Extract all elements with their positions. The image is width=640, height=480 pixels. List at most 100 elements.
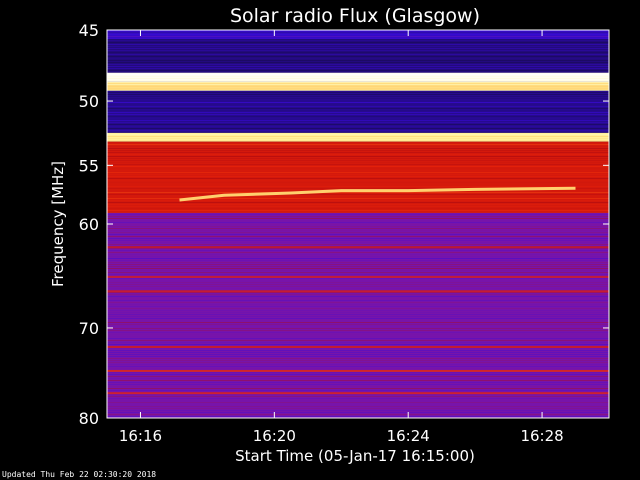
noise-row — [107, 306, 609, 307]
noise-row — [107, 158, 609, 159]
noise-row — [107, 94, 609, 95]
noise-row — [107, 124, 609, 125]
noise-row — [107, 174, 609, 175]
noise-row — [107, 214, 609, 215]
noise-row — [107, 406, 609, 407]
noise-row — [107, 380, 609, 381]
noise-row — [107, 238, 609, 239]
noise-row — [107, 212, 609, 213]
x-axis: 16:16 16:20 16:24 16:28 — [119, 30, 564, 445]
noise-row — [107, 266, 609, 267]
x-tick-label: 16:20 — [253, 427, 296, 445]
noise-row — [107, 416, 609, 417]
noise-row — [107, 48, 609, 49]
noise-row — [107, 244, 609, 245]
noise-row — [107, 112, 609, 113]
noise-row — [107, 368, 609, 369]
noise-row — [107, 292, 609, 293]
noise-row — [107, 92, 609, 93]
noise-row — [107, 230, 609, 231]
x-tick-label: 16:16 — [119, 427, 162, 445]
noise-row — [107, 378, 609, 379]
noise-row — [107, 132, 609, 133]
noise-row — [107, 362, 609, 363]
noise-row — [107, 294, 609, 295]
noise-row — [107, 138, 609, 139]
noise-row — [107, 38, 609, 39]
y-tick-label: 80 — [79, 409, 99, 428]
noise-row — [107, 168, 609, 169]
noise-row — [107, 364, 609, 365]
noise-row — [107, 60, 609, 61]
noise-row — [107, 396, 609, 397]
noise-row — [107, 116, 609, 117]
updated-footer: Updated Thu Feb 22 02:30:20 2018 — [2, 470, 157, 479]
noise-row — [107, 274, 609, 275]
noise-row — [107, 90, 609, 91]
noise-row — [107, 202, 609, 203]
noise-row — [107, 66, 609, 67]
noise-row — [107, 296, 609, 297]
noise-row — [107, 122, 609, 123]
noise-row — [107, 150, 609, 151]
noise-row — [107, 278, 609, 279]
noise-row — [107, 264, 609, 265]
noise-row — [107, 398, 609, 399]
drift-features — [179, 186, 576, 202]
noise-row — [107, 146, 609, 147]
noise-row — [107, 222, 609, 223]
noise-row — [107, 58, 609, 59]
interference-line — [107, 369, 609, 372]
frequency-band — [107, 90, 609, 133]
noise-row — [107, 64, 609, 65]
noise-row — [107, 310, 609, 311]
noise-row — [107, 382, 609, 383]
interference-line — [107, 290, 609, 293]
y-axis-label: Frequency [MHz] — [49, 161, 67, 287]
noise-row — [107, 338, 609, 339]
noise-row — [107, 384, 609, 385]
interference-line — [107, 246, 609, 249]
noise-row — [107, 390, 609, 391]
noise-row — [107, 54, 609, 55]
noise-row — [107, 372, 609, 373]
noise-row — [107, 134, 609, 135]
noise-row — [107, 204, 609, 205]
noise-row — [107, 36, 609, 37]
x-tick-label: 16:24 — [387, 427, 430, 445]
noise-row — [107, 44, 609, 45]
noise-row — [107, 322, 609, 323]
noise-row — [107, 344, 609, 345]
noise-row — [107, 394, 609, 395]
noise-row — [107, 304, 609, 305]
noise-row — [107, 182, 609, 183]
noise-row — [107, 224, 609, 225]
heatmap-area — [107, 30, 609, 418]
noise-row — [107, 34, 609, 35]
noise-row — [107, 240, 609, 241]
noise-row — [107, 114, 609, 115]
noise-row — [107, 144, 609, 145]
noise-row — [107, 178, 609, 179]
noise-row — [107, 184, 609, 185]
noise-row — [107, 50, 609, 51]
noise-row — [107, 262, 609, 263]
noise-row — [107, 104, 609, 105]
noise-row — [107, 84, 609, 85]
x-tick-label: 16:28 — [520, 427, 563, 445]
noise-row — [107, 414, 609, 415]
interference-line — [107, 275, 609, 278]
noise-row — [107, 228, 609, 229]
noise-row — [107, 188, 609, 189]
noise-row — [107, 334, 609, 335]
noise-row — [107, 86, 609, 87]
y-tick-label: 70 — [79, 319, 99, 338]
noise-row — [107, 68, 609, 69]
noise-row — [107, 216, 609, 217]
noise-row — [107, 298, 609, 299]
noise-row — [107, 82, 609, 83]
noise-row — [107, 252, 609, 253]
noise-row — [107, 412, 609, 413]
noise-row — [107, 180, 609, 181]
noise-row — [107, 96, 609, 97]
